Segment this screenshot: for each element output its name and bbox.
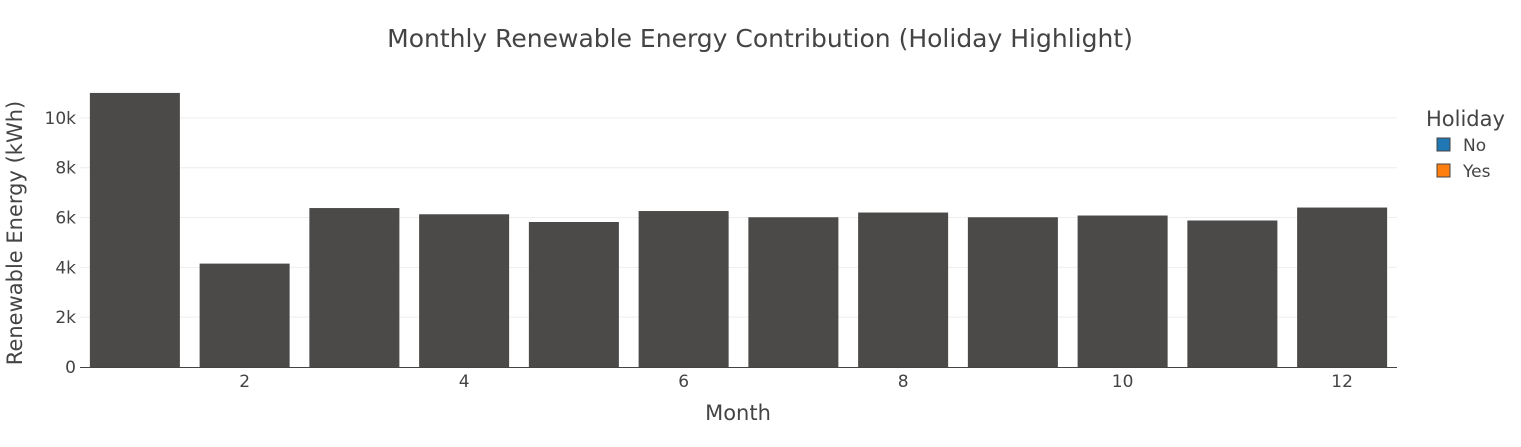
- bar-no-month-8: [858, 212, 949, 367]
- legend-item-yes[interactable]: Yes: [1436, 162, 1491, 182]
- legend-item-no[interactable]: No: [1436, 136, 1486, 156]
- bar-yes-month-7: [748, 217, 839, 367]
- bar-month-9: [967, 217, 1058, 367]
- bar-yes-month-11: [1187, 220, 1278, 367]
- bar-yes-month-9: [967, 217, 1058, 367]
- bar-month-10: [1077, 215, 1168, 367]
- x-tick-label: 12: [1331, 372, 1353, 392]
- bar-no-month-7: [748, 217, 839, 367]
- x-tick-label: 2: [239, 372, 250, 392]
- y-tick-label: 4k: [55, 258, 76, 278]
- chart-title: Monthly Renewable Energy Contribution (H…: [387, 24, 1133, 53]
- x-tick-label: 4: [459, 372, 470, 392]
- x-tick-label: 10: [1112, 372, 1134, 392]
- y-tick-label: 0: [65, 358, 76, 378]
- bar-no-month-1: [89, 92, 180, 367]
- y-tick-label: 6k: [55, 209, 76, 229]
- bar-no-month-4: [419, 214, 510, 367]
- bar-month-2: [199, 263, 290, 367]
- bar-no-month-2: [199, 263, 290, 367]
- bar-yes-month-8: [858, 212, 949, 367]
- x-tick-label: 8: [898, 372, 909, 392]
- bar-no-month-6: [638, 211, 729, 367]
- legend-swatch: [1436, 137, 1451, 152]
- bar-month-4: [419, 214, 510, 367]
- legend-items: No Yes: [1436, 136, 1491, 182]
- bar-month-3: [309, 208, 400, 367]
- bar-no-month-3: [309, 208, 400, 367]
- y-axis-title: Renewable Energy (kWh): [3, 101, 27, 365]
- legend-title: Holiday: [1426, 107, 1505, 131]
- bar-month-1: [89, 92, 180, 367]
- x-axis-ticks: 2 4 6 8 10 12: [239, 372, 1353, 392]
- bar-no-month-12: [1297, 207, 1388, 367]
- bar-month-7: [748, 217, 839, 367]
- legend: Holiday No Yes: [1426, 107, 1505, 182]
- legend-label: No: [1463, 136, 1486, 156]
- y-tick-label: 8k: [55, 159, 76, 179]
- bar-month-12: [1297, 207, 1388, 367]
- bar-yes-month-1: [89, 92, 180, 367]
- legend-swatch: [1436, 163, 1451, 178]
- bar-no-month-10: [1077, 215, 1168, 367]
- x-tick-label: 6: [678, 372, 689, 392]
- bar-no-month-11: [1187, 220, 1278, 367]
- bar-no-month-5: [528, 222, 619, 367]
- bar-month-6: [638, 211, 729, 367]
- bar-yes-month-10: [1077, 215, 1168, 367]
- bar-yes-month-2: [199, 263, 290, 367]
- bar-yes-month-4: [419, 214, 510, 367]
- y-tick-label: 10k: [45, 109, 77, 129]
- bar-yes-month-5: [528, 222, 619, 367]
- bar-month-5: [528, 222, 619, 367]
- bar-yes-month-3: [309, 208, 400, 367]
- y-axis-ticks: 0 2k 4k 6k 8k 10k: [45, 109, 77, 378]
- legend-label: Yes: [1462, 162, 1491, 182]
- bar-month-11: [1187, 220, 1278, 367]
- bars: [89, 92, 1388, 367]
- y-tick-label: 2k: [55, 308, 76, 328]
- gridlines: [80, 117, 1397, 318]
- bar-month-8: [858, 212, 949, 367]
- bar-yes-month-12: [1297, 207, 1388, 367]
- bar-no-month-9: [967, 217, 1058, 367]
- x-axis-title: Month: [705, 401, 771, 425]
- bar-yes-month-6: [638, 211, 729, 367]
